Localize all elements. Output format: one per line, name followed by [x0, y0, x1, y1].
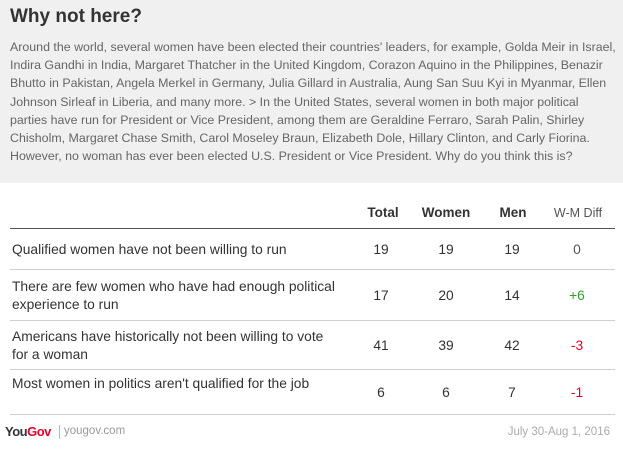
table-row: There are few women who have had enough … [10, 270, 615, 321]
table-row: Most women in politics aren't qualified … [10, 370, 615, 415]
cell-total: 17 [373, 288, 389, 303]
row-divider [10, 369, 615, 370]
cell-women: 39 [438, 338, 454, 353]
cell-women: 20 [438, 288, 454, 303]
cell-total: 19 [373, 242, 389, 257]
chart-title: Why not here? [10, 6, 142, 27]
footer-url: yougov.com [64, 425, 126, 437]
row-label: There are few women who have had enough … [12, 279, 335, 312]
header-divider [10, 228, 615, 229]
column-header-total: Total [367, 205, 399, 220]
question-text: Around the world, several women have bee… [10, 40, 616, 164]
cell-total: 6 [377, 385, 385, 400]
cell-men: 42 [504, 338, 520, 353]
cell-men: 19 [504, 242, 520, 257]
cell-women: 19 [438, 242, 454, 257]
column-header-men: Men [499, 205, 527, 220]
cell-total: 41 [373, 338, 389, 353]
cell-diff: -3 [570, 338, 584, 353]
table-row: Americans have historically not been wil… [10, 321, 615, 370]
column-header-women: Women [421, 205, 471, 220]
row-label: Most women in politics aren't qualified … [12, 376, 310, 391]
cell-diff: 0 [573, 242, 581, 257]
cell-men: 14 [504, 288, 520, 303]
cell-diff: -1 [570, 385, 584, 400]
table-row: Qualified women have not been willing to… [10, 229, 615, 270]
question-panel: Why not here? Around the world, several … [0, 0, 623, 183]
row-divider [10, 320, 615, 321]
row-label: Americans have historically not been wil… [12, 329, 324, 362]
row-divider [10, 269, 615, 270]
row-divider [10, 414, 615, 415]
yougov-logo: YouGov [5, 424, 51, 439]
cell-women: 6 [442, 385, 450, 400]
row-label: Qualified women have not been willing to… [12, 242, 287, 257]
cell-diff: +6 [569, 288, 585, 303]
footer-divider [59, 425, 60, 439]
column-header-diff: W-M Diff [553, 206, 603, 220]
survey-date: July 30-Aug 1, 2016 [507, 426, 610, 438]
cell-men: 7 [508, 385, 516, 400]
